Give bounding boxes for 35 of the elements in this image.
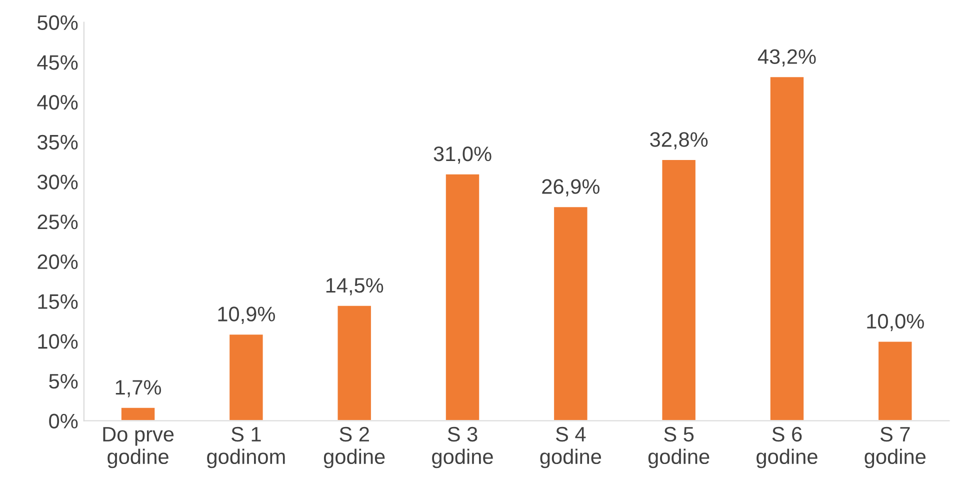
bar [660,158,697,421]
data-label: 14,5% [326,278,384,296]
x-tick-label: S 5 godine [648,426,710,468]
bar [120,406,156,421]
y-tick-label: 45% [37,55,78,70]
y-tick-label: 5% [49,374,78,389]
bar [228,333,264,421]
y-tick-label: 30% [37,174,78,190]
data-label: 31,0% [434,146,492,164]
y-tick-label: 20% [38,254,78,270]
data-label: 10,0% [867,314,924,332]
y-tick-label: 0% [49,414,78,429]
y-tick-label: 35% [37,134,78,150]
data-label: 10,9% [218,306,275,324]
y-tick-label: 15% [38,294,78,309]
x-tick-label: S 1 godinom [207,426,285,468]
bar [336,304,372,421]
y-tick-label: 10% [38,334,78,349]
bar [552,206,589,421]
x-tick-label: S 6 godine [756,426,818,468]
y-tick-label: 40% [37,94,78,110]
x-tick-label: S 7 godine [864,426,926,468]
y-tick-label: 25% [38,214,78,230]
data-label: 1,7% [116,380,162,398]
data-label: 32,8% [650,132,708,150]
data-label: 26,9% [542,179,600,196]
x-tick-label: S 2 godine [324,426,385,468]
bar [444,173,481,421]
x-tick-label: S 4 godine [540,426,602,468]
data-label: 43,2% [758,49,816,66]
x-tick-label: Do prve godine [103,427,174,468]
bar [768,76,805,421]
y-tick-label: 50% [38,15,78,30]
x-tick-label: S 3 godine [432,426,493,468]
bar [877,340,914,421]
